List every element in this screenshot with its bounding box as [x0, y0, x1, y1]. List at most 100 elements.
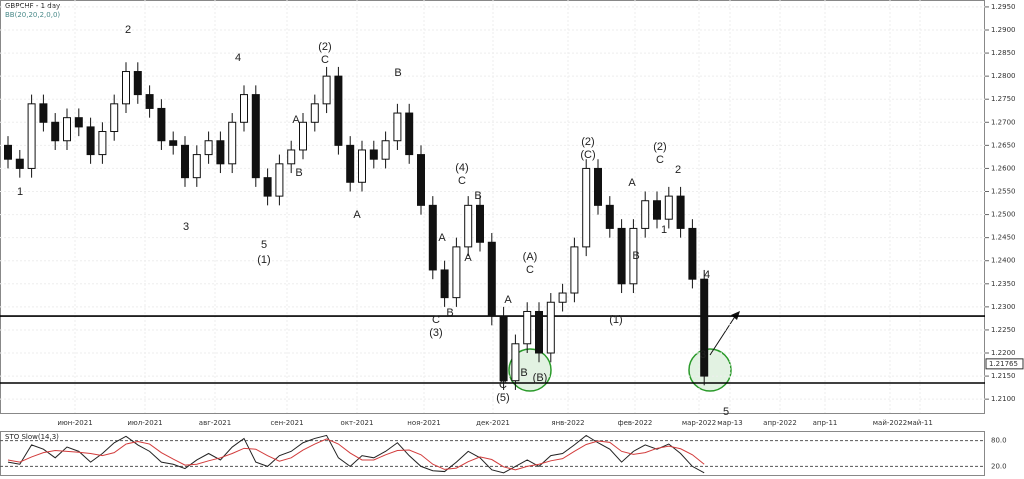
candle-body [181, 144, 189, 179]
candle-body [263, 177, 272, 197]
candle-body [4, 144, 12, 160]
wave-label: 1 [661, 224, 667, 236]
candle-body [523, 310, 532, 345]
candle-body [98, 131, 107, 156]
y-tick-label: 1.2800 [991, 72, 1016, 80]
x-tick-label: июл-2021 [127, 419, 162, 427]
candle-body [440, 269, 449, 299]
x-tick-label: май-11 [907, 419, 933, 427]
wave-label: (B) [533, 372, 548, 384]
x-tick-label: авг-2021 [199, 419, 231, 427]
candle-body [393, 112, 402, 142]
price-tag [985, 358, 1024, 370]
candle-body [700, 278, 709, 377]
y-tick-label: 1.2350 [991, 280, 1016, 288]
candle-body [240, 94, 248, 123]
wave-label: C [499, 379, 507, 391]
candle-body [605, 204, 614, 229]
oscillator-frame [0, 431, 985, 476]
candle-body [358, 149, 366, 183]
osc-line [7, 438, 705, 471]
wave-label: (2) [581, 136, 594, 148]
candle-body [122, 71, 130, 105]
wave-label: C [656, 154, 664, 166]
wave-label: A [504, 294, 512, 306]
candle-body [216, 140, 225, 165]
candle-body [334, 75, 343, 146]
candle-body [452, 246, 461, 299]
wave-label: (A) [523, 251, 538, 263]
candle-body [39, 103, 48, 123]
price-tag-label: 1.21765 [989, 360, 1018, 368]
wave-label: (1) [609, 314, 622, 326]
candle-body [157, 107, 166, 142]
x-tick-label: фев-2022 [618, 419, 653, 427]
candle-body [653, 200, 661, 220]
candle-body [15, 158, 24, 169]
candle-body [688, 227, 697, 280]
wave-label: (2) [653, 141, 666, 153]
wave-label: A [438, 232, 446, 244]
wave-label: 4 [235, 52, 241, 64]
wave-label: (1) [257, 254, 270, 266]
candle-body [369, 149, 378, 160]
wave-label: B [394, 67, 401, 79]
wave-label: A [464, 252, 472, 264]
candle-body [464, 204, 473, 248]
y-tick-label: 1.2400 [991, 257, 1016, 265]
wave-label: 2 [675, 164, 681, 176]
y-tick-label: 1.2200 [991, 349, 1016, 357]
y-tick-label: 1.2950 [991, 3, 1016, 11]
x-tick-label: ноя-2021 [407, 419, 440, 427]
candle-body [582, 167, 591, 248]
highlight-circle [508, 348, 552, 392]
candle-body [546, 301, 555, 354]
candle-body [617, 227, 626, 285]
x-tick-label: май-2022 [873, 419, 907, 427]
wave-label: C [432, 314, 440, 326]
candle-body [676, 195, 685, 229]
candle-body [594, 167, 602, 206]
candle-body [629, 227, 638, 285]
wave-label: (2) [318, 41, 331, 53]
highlight-circle [688, 348, 732, 392]
wave-label: C [526, 264, 534, 276]
y-tick-label: 1.2850 [991, 49, 1016, 57]
wave-label: 2 [125, 24, 131, 36]
candle-body [192, 154, 201, 179]
chart-title: GBPCHF - 1 day [5, 2, 60, 10]
y-tick-label: 1.2150 [991, 372, 1016, 380]
wave-label: (4) [455, 162, 468, 174]
x-tick-label: июн-2021 [57, 419, 92, 427]
candle-body [133, 71, 142, 96]
candle-body [275, 163, 284, 197]
indicator-label: BB(20,20,2,0,0) [5, 11, 60, 19]
candle-body [74, 117, 83, 128]
osc-tick-label: 80.0 [991, 437, 1007, 445]
candle-body [204, 140, 213, 156]
candle-body [322, 75, 331, 105]
wave-label: (3) [429, 327, 442, 339]
wave-label: A [292, 114, 300, 126]
candle-body [428, 204, 437, 271]
arrow [709, 314, 737, 356]
candle-body [27, 103, 36, 169]
wave-label: 3 [183, 221, 189, 233]
wave-label: (C) [580, 149, 595, 161]
candle-body [641, 200, 650, 229]
wave-label: A [628, 177, 636, 189]
candle-body [287, 149, 296, 165]
candle-body [417, 154, 425, 206]
y-tick-label: 1.2700 [991, 118, 1016, 126]
candle-body [664, 195, 673, 220]
x-tick-label: мар-13 [717, 419, 742, 427]
candle-body [63, 117, 71, 142]
y-tick-label: 1.2500 [991, 211, 1016, 219]
wave-label: 1 [17, 186, 23, 198]
wave-label: 4 [704, 269, 710, 281]
x-tick-label: мар-2022 [682, 419, 716, 427]
candle-body [499, 315, 508, 382]
candle-body [310, 103, 319, 123]
